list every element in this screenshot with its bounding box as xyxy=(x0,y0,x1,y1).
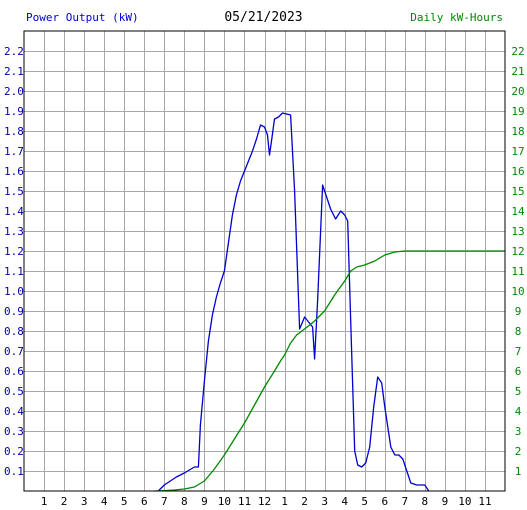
left-tick-label: 0.8 xyxy=(4,325,24,338)
series-layer xyxy=(154,112,505,492)
left-tick-label: 1.7 xyxy=(4,145,24,158)
left-axis-title: Power Output (kW) xyxy=(26,11,139,24)
left-tick-label: 1.9 xyxy=(4,105,24,118)
right-tick-label: 11 xyxy=(511,265,524,278)
x-tick-label: 3 xyxy=(81,495,88,508)
left-tick-label: 1.8 xyxy=(4,125,24,138)
right-tick-label: 14 xyxy=(511,205,525,218)
left-tick-label: 1.5 xyxy=(4,185,24,198)
x-tick-label: 10 xyxy=(218,495,231,508)
right-tick-label: 6 xyxy=(515,365,522,378)
x-tick-label: 7 xyxy=(401,495,408,508)
x-tick-label: 2 xyxy=(301,495,308,508)
left-axis-ticks: 0.1 0.2 0.3 0.4 0.5 0.6 0.7 0.8 0.9 1.0 1.1 1.2 1.3 1… xyxy=(4,45,24,478)
left-tick-label: 2.0 xyxy=(4,85,24,98)
right-axis-title: Daily kW-Hours xyxy=(410,11,503,24)
left-tick-label: 1.6 xyxy=(4,165,24,178)
left-tick-label: 0.2 xyxy=(4,445,24,458)
left-tick-label: 0.7 xyxy=(4,345,24,358)
left-tick-label: 1.4 xyxy=(4,205,24,218)
right-tick-label: 10 xyxy=(511,285,524,298)
x-tick-label: 2 xyxy=(61,495,68,508)
left-tick-label: 0.5 xyxy=(4,385,24,398)
right-tick-label: 9 xyxy=(515,305,522,318)
x-tick-label: 9 xyxy=(442,495,449,508)
right-tick-label: 13 xyxy=(511,225,524,238)
x-tick-label: 11 xyxy=(238,495,251,508)
right-tick-label: 21 xyxy=(511,65,524,78)
left-tick-label: 1.2 xyxy=(4,245,24,258)
left-tick-label: 1.0 xyxy=(4,285,24,298)
chart-grid xyxy=(24,31,505,491)
x-tick-label: 10 xyxy=(458,495,471,508)
x-tick-label: 9 xyxy=(201,495,208,508)
x-tick-label: 12 xyxy=(258,495,271,508)
left-tick-label: 0.3 xyxy=(4,425,24,438)
chart-date-title: 05/21/2023 xyxy=(224,10,303,25)
plot-frame xyxy=(23,30,506,492)
x-tick-label: 5 xyxy=(361,495,368,508)
left-tick-label: 2.1 xyxy=(4,65,24,78)
right-tick-label: 8 xyxy=(515,325,522,338)
x-tick-label: 1 xyxy=(281,495,288,508)
right-tick-label: 12 xyxy=(511,245,524,258)
x-tick-label: 4 xyxy=(101,495,108,508)
x-tick-label: 5 xyxy=(121,495,128,508)
left-tick-label: 0.4 xyxy=(4,405,24,418)
x-tick-label: 6 xyxy=(381,495,388,508)
right-tick-label: 17 xyxy=(511,145,524,158)
x-tick-label: 4 xyxy=(341,495,348,508)
right-tick-label: 4 xyxy=(515,405,522,418)
x-tick-label: 6 xyxy=(141,495,148,508)
right-tick-label: 2 xyxy=(515,445,522,458)
daily-kwh-line xyxy=(154,250,505,492)
x-tick-label: 7 xyxy=(161,495,168,508)
power-output-line xyxy=(157,112,430,492)
left-tick-label: 2.2 xyxy=(4,45,24,58)
x-tick-label: 8 xyxy=(181,495,188,508)
left-tick-label: 0.9 xyxy=(4,305,24,318)
x-tick-label: 8 xyxy=(422,495,429,508)
x-tick-label: 1 xyxy=(41,495,48,508)
right-tick-label: 15 xyxy=(511,185,524,198)
left-tick-label: 1.1 xyxy=(4,265,24,278)
right-tick-label: 19 xyxy=(511,105,524,118)
right-tick-label: 22 xyxy=(511,45,524,58)
right-tick-label: 1 xyxy=(515,465,522,478)
left-tick-label: 0.1 xyxy=(4,465,24,478)
left-tick-label: 0.6 xyxy=(4,365,24,378)
x-tick-label: 11 xyxy=(478,495,491,508)
right-tick-label: 3 xyxy=(515,425,522,438)
x-tick-label: 3 xyxy=(321,495,328,508)
right-tick-label: 20 xyxy=(511,85,524,98)
right-tick-label: 16 xyxy=(511,165,524,178)
left-tick-label: 1.3 xyxy=(4,225,24,238)
right-tick-label: 7 xyxy=(515,345,522,358)
x-axis-ticks: 1 2 3 4 5 6 7 8 9 10 11 12 1 2 3 4 5 6 7 8 9 10 11 xyxy=(41,495,492,508)
right-tick-label: 5 xyxy=(515,385,522,398)
right-tick-label: 18 xyxy=(511,125,524,138)
